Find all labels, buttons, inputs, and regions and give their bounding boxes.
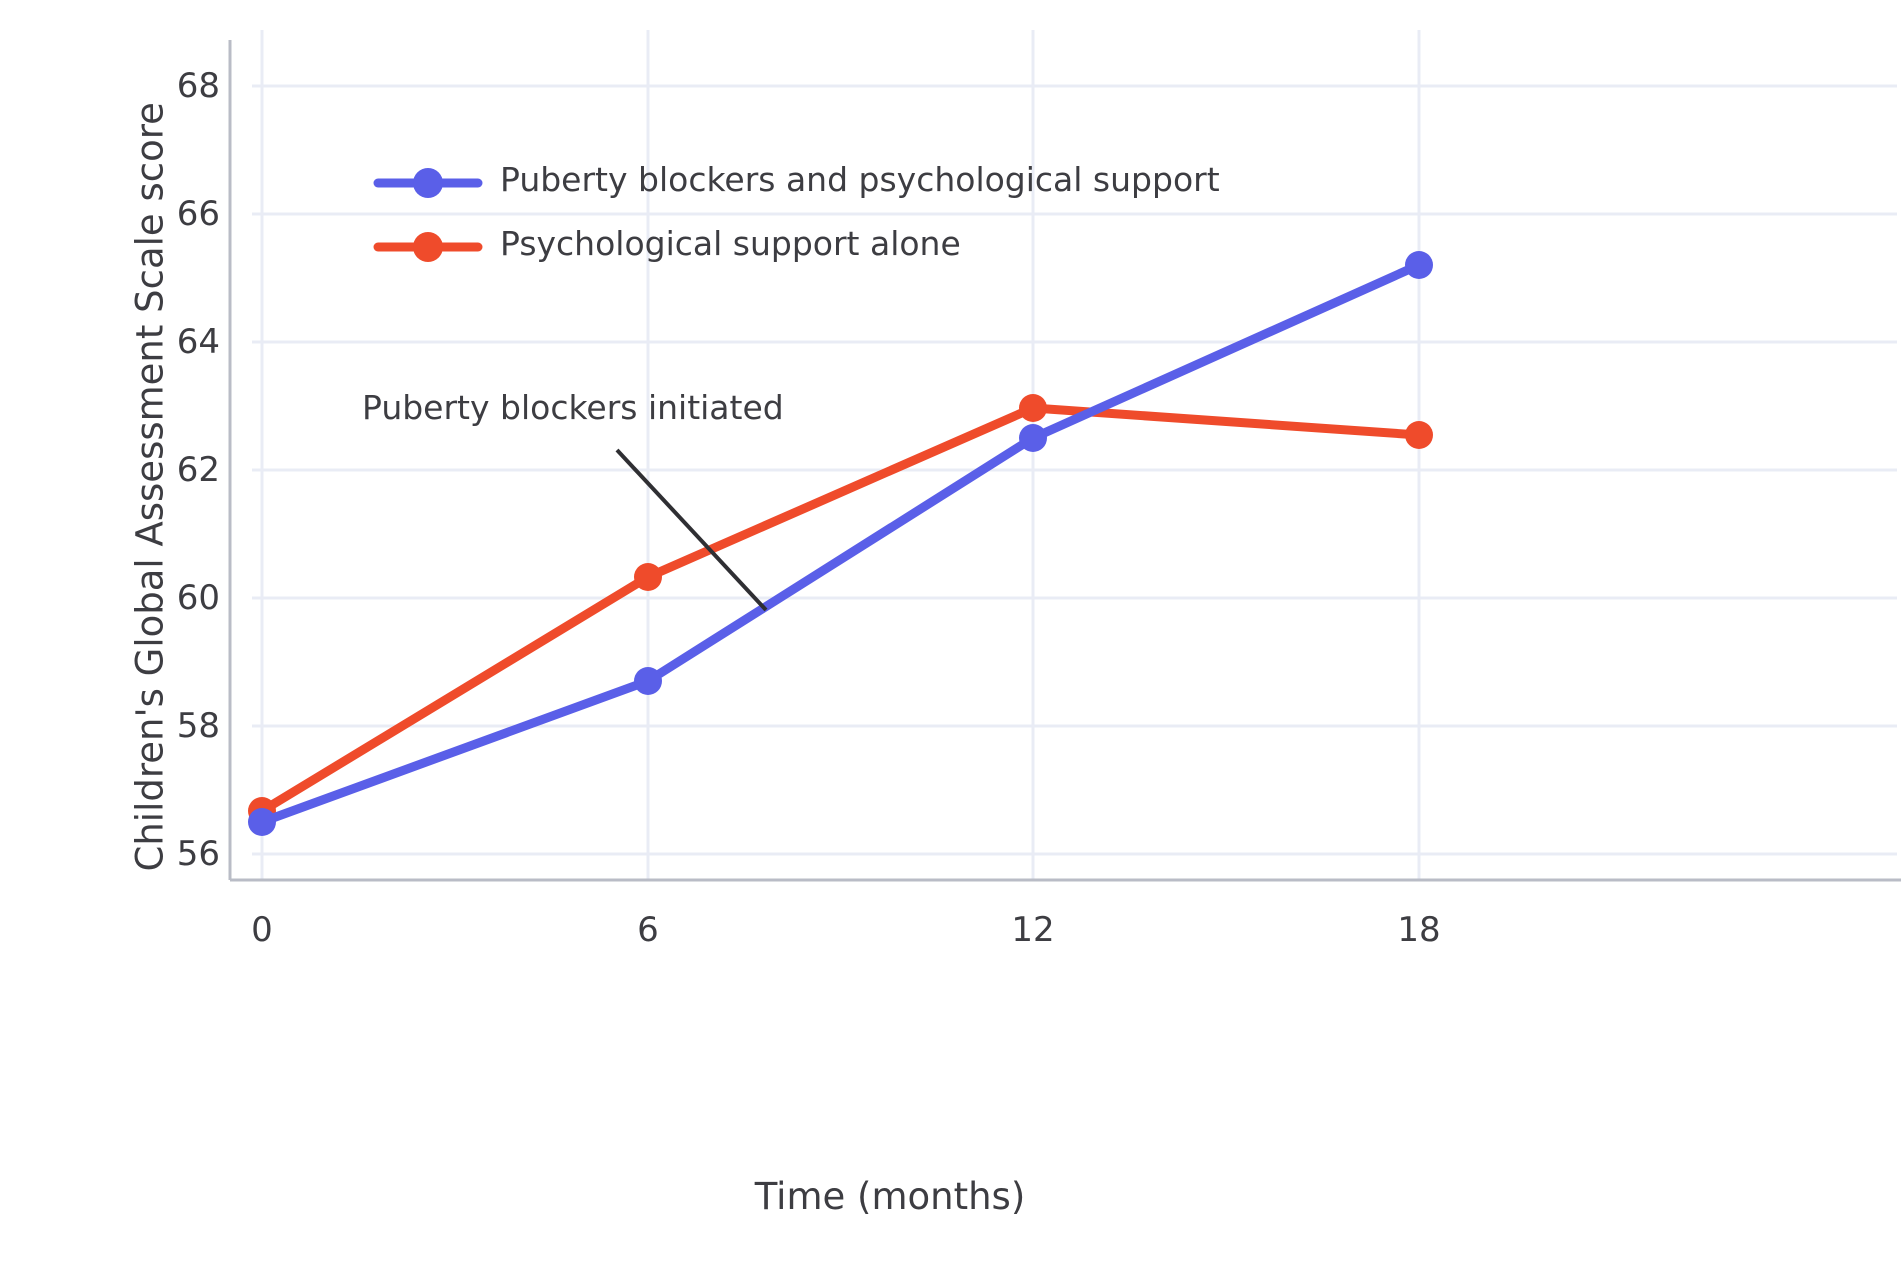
legend-label-series-2: Psychological support alone: [500, 224, 961, 263]
x-tick-label-12: 12: [1011, 910, 1055, 950]
y-tick-label-62: 62: [176, 450, 220, 490]
x-tick-label-18: 18: [1397, 910, 1441, 950]
y-tick-label-60: 60: [176, 578, 220, 618]
data-point: [1405, 421, 1433, 449]
x-axis-title: Time (months): [754, 1175, 1026, 1218]
series-line-red: [257, 403, 1424, 816]
legend-swatch-series-1: [373, 168, 483, 198]
y-axis-title: Children's Global Assessment Scale score: [128, 102, 172, 872]
data-point: [634, 667, 662, 695]
data-point: [1405, 251, 1433, 279]
y-tick-label-64: 64: [176, 322, 220, 362]
series-line-blue: [257, 260, 1424, 827]
data-point: [1019, 424, 1047, 452]
y-tick-label-66: 66: [176, 194, 220, 234]
annotation-label: Puberty blockers initiated: [362, 388, 784, 427]
legend-label-series-1: Puberty blockers and psychological suppo…: [500, 160, 1220, 199]
legend-marker-blue: [413, 168, 443, 198]
y-tick-label-68: 68: [176, 66, 220, 106]
data-point: [248, 808, 276, 836]
x-gridlines: [260, 30, 1421, 880]
x-tick-label-6: 6: [637, 910, 659, 950]
y-tick-label-56: 56: [176, 834, 220, 874]
legend-marker-red: [413, 232, 443, 262]
series-psychological-support-alone: [248, 394, 1433, 825]
data-point: [634, 563, 662, 591]
series-puberty-blockers-and-psychological-support: [248, 251, 1433, 836]
x-tick-label-0: 0: [251, 910, 273, 950]
data-point: [1019, 394, 1047, 422]
y-tick-label-58: 58: [176, 706, 220, 746]
annotation-leader-line: [615, 448, 768, 612]
legend-swatch-series-2: [373, 232, 483, 262]
